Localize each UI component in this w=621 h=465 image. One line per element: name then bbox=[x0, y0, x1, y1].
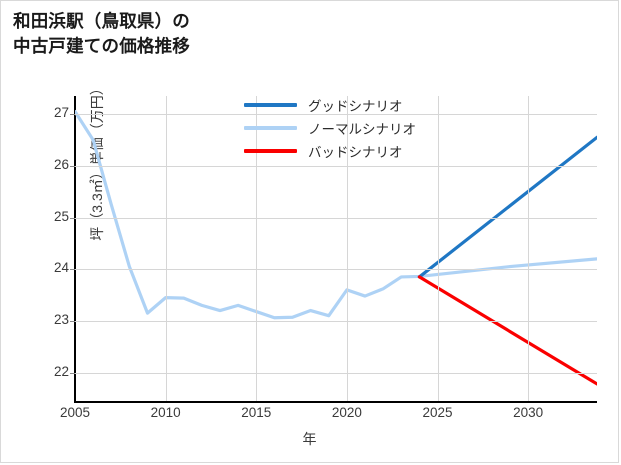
series-line bbox=[417, 275, 597, 386]
x-tick-label: 2025 bbox=[422, 405, 453, 420]
y-tick-label: 27 bbox=[53, 105, 69, 121]
legend-label: バッドシナリオ bbox=[308, 144, 403, 160]
legend-swatch-icon bbox=[244, 148, 297, 153]
y-tick-label: 25 bbox=[53, 208, 69, 224]
y-tick-label: 23 bbox=[53, 311, 69, 327]
x-tick-label: 2015 bbox=[241, 405, 272, 420]
x-tick-label: 2005 bbox=[59, 405, 91, 420]
legend-item-normal[interactable]: ノーマルシナリオ bbox=[244, 116, 474, 139]
series-lines bbox=[75, 109, 597, 386]
x-axis-title: 年 bbox=[302, 431, 317, 447]
gridline-vertical bbox=[256, 96, 258, 401]
y-tick-mark bbox=[70, 372, 75, 374]
legend-item-bad[interactable]: バッドシナリオ bbox=[244, 139, 474, 162]
y-tick-mark bbox=[70, 269, 75, 271]
y-tick-label: 24 bbox=[53, 260, 69, 276]
chart-legend: グッドシナリオ ノーマルシナリオ バッドシナリオ bbox=[244, 93, 474, 162]
legend-swatch-icon bbox=[244, 125, 297, 130]
gridline-vertical bbox=[528, 96, 530, 401]
y-tick-mark bbox=[70, 114, 75, 116]
chart-title: 和田浜駅（鳥取県）の 中古戸建ての価格推移 bbox=[13, 11, 190, 56]
y-tick-mark bbox=[70, 165, 75, 167]
legend-label: ノーマルシナリオ bbox=[308, 121, 416, 137]
legend-label: グッドシナリオ bbox=[308, 98, 403, 114]
gridline-horizontal bbox=[75, 217, 597, 219]
gridline-horizontal bbox=[75, 165, 597, 167]
x-tick-label: 2010 bbox=[150, 405, 181, 420]
y-tick-mark bbox=[70, 320, 75, 322]
gridline-horizontal bbox=[75, 372, 597, 374]
gridline-vertical bbox=[437, 96, 439, 401]
gridline-horizontal bbox=[75, 114, 597, 116]
legend-item-good[interactable]: グッドシナリオ bbox=[244, 93, 474, 116]
legend-swatch-icon bbox=[244, 102, 297, 107]
y-tick-label: 26 bbox=[53, 156, 69, 172]
series-line bbox=[417, 135, 597, 279]
y-tick-mark bbox=[70, 217, 75, 219]
gridline-vertical bbox=[165, 96, 167, 401]
gridline-horizontal bbox=[75, 320, 597, 322]
x-tick-label: 2030 bbox=[513, 405, 544, 420]
x-axis-line bbox=[74, 401, 597, 403]
gridline-vertical bbox=[346, 96, 348, 401]
y-tick-label: 22 bbox=[53, 363, 69, 379]
y-axis-line bbox=[74, 96, 76, 402]
series-line bbox=[75, 109, 597, 320]
gridline-horizontal bbox=[75, 269, 597, 271]
x-tick-label: 2020 bbox=[331, 405, 362, 420]
plot-area bbox=[75, 96, 597, 401]
